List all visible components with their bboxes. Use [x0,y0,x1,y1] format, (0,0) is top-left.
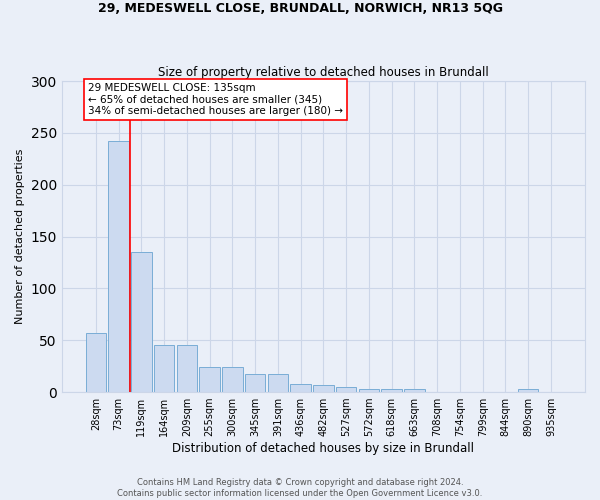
Bar [176,346,197,392]
Bar [268,374,288,392]
Bar [336,387,356,392]
Bar [86,333,106,392]
Bar [245,374,265,392]
Bar [382,389,402,392]
Bar [199,367,220,392]
Bar [109,141,129,392]
Bar [359,389,379,392]
X-axis label: Distribution of detached houses by size in Brundall: Distribution of detached houses by size … [172,442,475,455]
Y-axis label: Number of detached properties: Number of detached properties [15,149,25,324]
Bar [222,367,242,392]
Bar [518,389,538,392]
Text: 29, MEDESWELL CLOSE, BRUNDALL, NORWICH, NR13 5QG: 29, MEDESWELL CLOSE, BRUNDALL, NORWICH, … [97,2,503,16]
Bar [313,385,334,392]
Bar [404,389,425,392]
Title: Size of property relative to detached houses in Brundall: Size of property relative to detached ho… [158,66,489,78]
Text: 29 MEDESWELL CLOSE: 135sqm
← 65% of detached houses are smaller (345)
34% of sem: 29 MEDESWELL CLOSE: 135sqm ← 65% of deta… [88,83,343,116]
Bar [154,346,175,392]
Bar [131,252,152,392]
Bar [290,384,311,392]
Text: Contains HM Land Registry data © Crown copyright and database right 2024.
Contai: Contains HM Land Registry data © Crown c… [118,478,482,498]
